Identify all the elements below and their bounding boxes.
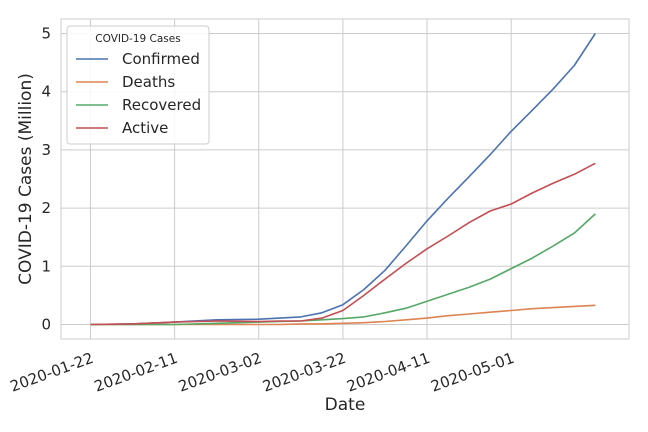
series-line-recovered	[90, 213, 596, 326]
x-tick-label: 2020-03-22	[260, 349, 348, 396]
series-line-active	[90, 162, 596, 326]
legend-title: COVID-19 Cases	[95, 33, 180, 45]
legend-label-active: Active	[122, 119, 168, 137]
series-line-deaths	[90, 304, 596, 326]
series-lines	[90, 33, 596, 326]
y-tick-labels: 0 1 2 3 4 5	[41, 25, 51, 334]
x-tick-labels: 2020-01-222020-02-112020-03-022020-03-22…	[8, 349, 517, 396]
y-axis-label: COVID-19 Cases (Million)	[16, 73, 36, 285]
x-tick-label: 2020-01-22	[8, 349, 96, 396]
legend: COVID-19 Cases Confirmed Deaths Recovered A…	[66, 25, 210, 145]
y-tick-label: 2	[41, 199, 51, 217]
legend-label-deaths: Deaths	[122, 73, 175, 91]
y-tick-label: 4	[41, 83, 51, 101]
legend-label-recovered: Recovered	[122, 96, 201, 114]
y-tick-label: 3	[41, 141, 51, 159]
x-tick-label: 2020-03-02	[176, 349, 264, 396]
x-tick-label: 2020-04-11	[344, 349, 432, 396]
y-tick-label: 5	[41, 25, 51, 43]
legend-label-confirmed: Confirmed	[122, 50, 200, 68]
x-tick-label: 2020-02-11	[92, 349, 180, 396]
x-tick-label: 2020-05-01	[428, 349, 516, 396]
series-line-confirmed	[90, 33, 596, 326]
x-axis-label: Date	[325, 395, 366, 415]
y-tick-label: 1	[41, 257, 51, 275]
legend-items: Confirmed Deaths Recovered Active	[76, 50, 201, 137]
legend-box	[66, 25, 210, 145]
y-tick-label: 0	[41, 315, 51, 333]
